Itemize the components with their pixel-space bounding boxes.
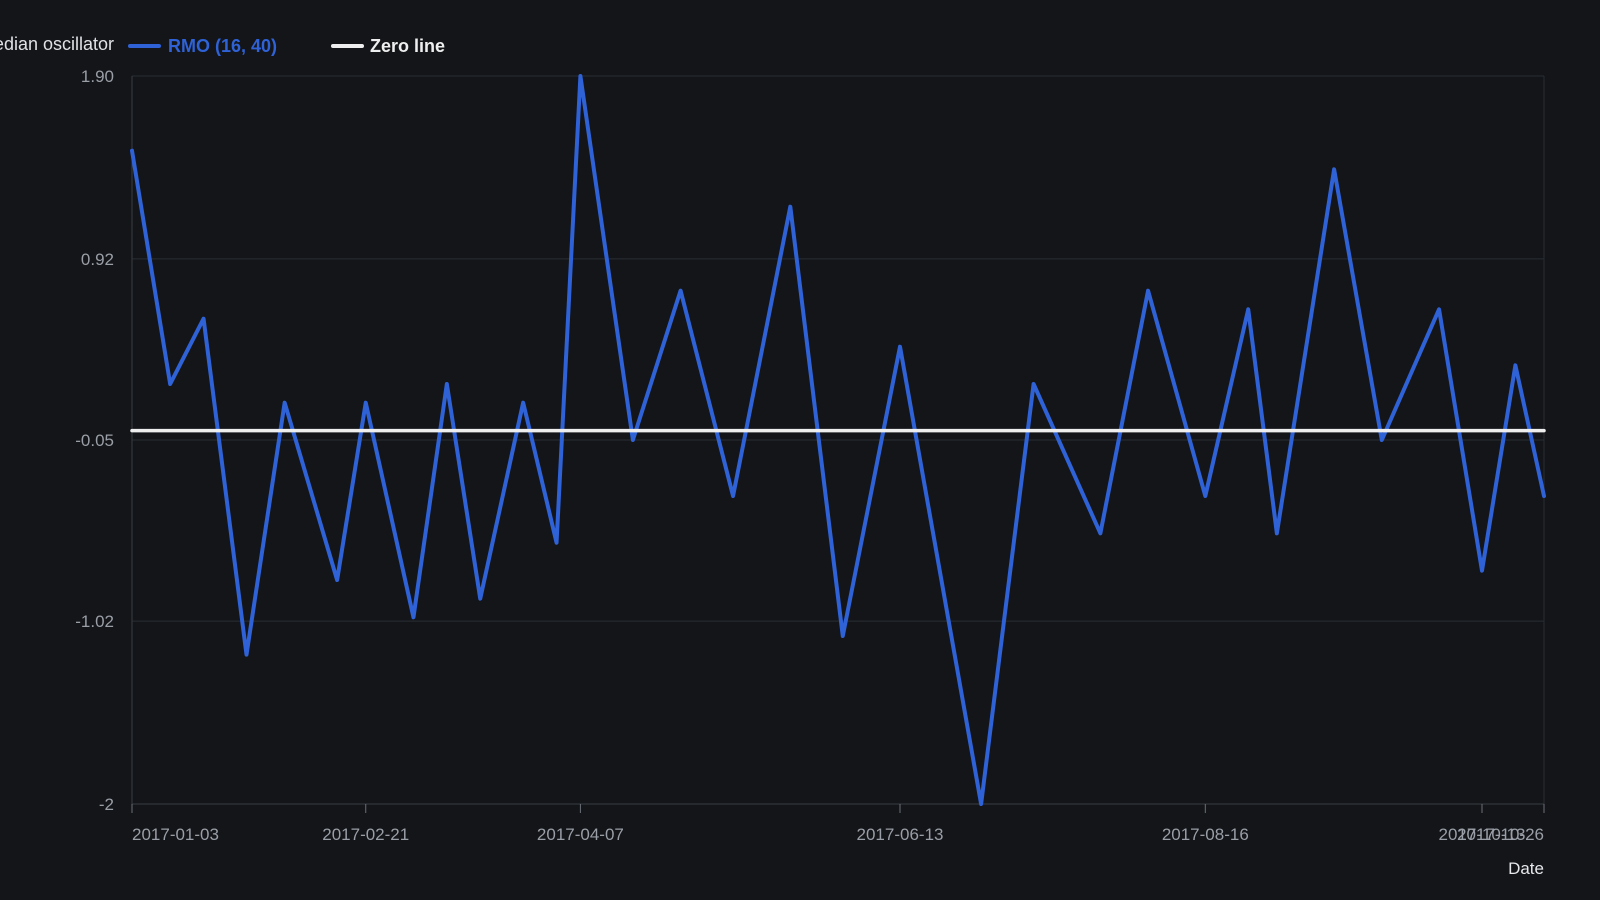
x-tick-label: 2017-01-03	[132, 825, 219, 844]
y-tick-label: 0.92	[81, 250, 114, 269]
y-tick-label: -1.02	[75, 612, 114, 631]
series-layer	[130, 74, 1546, 806]
x-tick-label: 2017-04-07	[537, 825, 624, 844]
tick-layer: 1.90 0.92 -0.05 -1.02 -2 2017-01-03 2017-02-21…	[75, 67, 1545, 844]
x-axis-title: Date	[1508, 859, 1544, 878]
legend: Relative median oscillator RMO (16, 40) …	[0, 34, 445, 56]
x-tick-label: 2017-06-13	[857, 825, 944, 844]
y-tick-label: 1.90	[81, 67, 114, 86]
legend-label-zero[interactable]: Zero line	[370, 36, 445, 56]
x-tick-label: 2017-10-26	[1457, 825, 1544, 844]
y-tick-label: -2	[99, 795, 114, 814]
y-tick-label: -0.05	[75, 431, 114, 450]
x-tick-label: 2017-08-16	[1162, 825, 1249, 844]
legend-title: Relative median oscillator	[0, 34, 114, 54]
series-line-rmo	[130, 74, 1546, 806]
x-tick-label: 2017-02-21	[322, 825, 409, 844]
x-tick-label: 2017-10-13	[1439, 825, 1526, 844]
grid-layer	[131, 75, 1545, 805]
legend-label-rmo[interactable]: RMO (16, 40)	[168, 36, 277, 56]
